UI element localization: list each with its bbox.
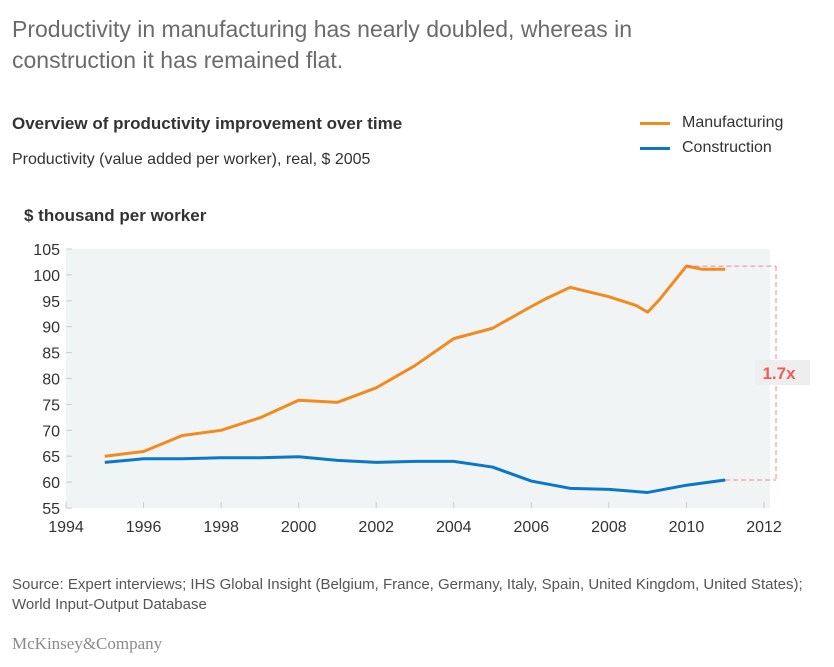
- annotation-label: 1.7x: [762, 364, 796, 383]
- legend-item-manufacturing: Manufacturing: [640, 114, 783, 132]
- chart-title: Overview of productivity improvement ove…: [12, 114, 403, 133]
- x-tick-label: 2004: [436, 519, 472, 536]
- legend-label: Manufacturing: [682, 114, 784, 131]
- logo: McKinsey&Company: [12, 634, 163, 653]
- line-chart: 55 60 65 70 75 80 85 90 95 100 105 1994 1996 1998 2000…: [33, 242, 810, 536]
- y-tick-label: 85: [42, 346, 60, 363]
- legend-swatch-construction: [640, 146, 670, 150]
- source-note: Source: Expert interviews; IHS Global In…: [12, 576, 803, 613]
- y-tick-label: 60: [42, 475, 60, 492]
- x-tick-label: 2012: [746, 519, 782, 536]
- x-tick-label: 1996: [126, 519, 162, 536]
- series-line-manufacturing: [104, 264, 726, 458]
- legend-swatch-manufacturing: [640, 121, 670, 125]
- y-tick-label: 95: [42, 294, 60, 311]
- y-tick-label: 55: [42, 501, 60, 518]
- series-line-construction: [104, 455, 726, 494]
- y-tick-label: 100: [33, 268, 60, 285]
- x-tick-label: 2010: [669, 519, 705, 536]
- chart-subtitle: Productivity (value added per worker), r…: [12, 151, 371, 168]
- x-tick-label: 1998: [203, 519, 239, 536]
- x-tick-label: 2008: [591, 519, 627, 536]
- legend-label: Construction: [682, 139, 772, 156]
- legend-item-construction: Construction: [640, 139, 772, 157]
- y-tick-label: 75: [42, 397, 60, 414]
- x-tick-label: 2002: [358, 519, 394, 536]
- y-tick-label: 70: [42, 423, 60, 440]
- x-tick-label: 1994: [48, 519, 84, 536]
- plot-background: [66, 249, 770, 508]
- headline: Productivity in manufacturing has nearly…: [12, 16, 633, 73]
- x-tick-label: 2006: [514, 519, 550, 536]
- y-axis-label: $ thousand per worker: [24, 206, 207, 225]
- y-tick-label: 90: [42, 320, 60, 337]
- y-tick-label: 65: [42, 449, 60, 466]
- y-tick-label: 105: [33, 242, 60, 259]
- y-tick-label: 80: [42, 372, 60, 389]
- x-tick-label: 2000: [281, 519, 317, 536]
- annotation-label-background: [755, 360, 810, 386]
